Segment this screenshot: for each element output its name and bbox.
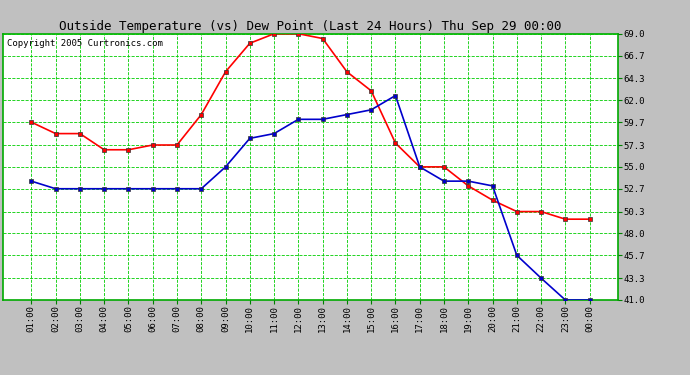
Text: Copyright 2005 Curtronics.com: Copyright 2005 Curtronics.com [6,39,162,48]
Title: Outside Temperature (vs) Dew Point (Last 24 Hours) Thu Sep 29 00:00: Outside Temperature (vs) Dew Point (Last… [59,20,562,33]
